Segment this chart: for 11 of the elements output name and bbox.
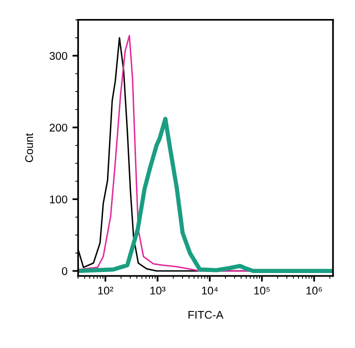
y-axis-title: Count — [25, 133, 34, 162]
y-tick-label: 0 — [62, 267, 68, 276]
y-tick-label: 100 — [50, 195, 68, 204]
x-tick-label: 10⁶ — [306, 286, 322, 295]
x-tick-label: 10⁴ — [202, 286, 218, 295]
x-tick-label: 10² — [98, 286, 114, 295]
x-axis-title: FITC-A — [188, 310, 224, 319]
x-tick-label: 10⁵ — [254, 286, 270, 295]
y-tick-label: 300 — [50, 52, 68, 60]
y-tick-label: 200 — [50, 124, 68, 132]
x-tick-label: 10³ — [150, 286, 166, 295]
